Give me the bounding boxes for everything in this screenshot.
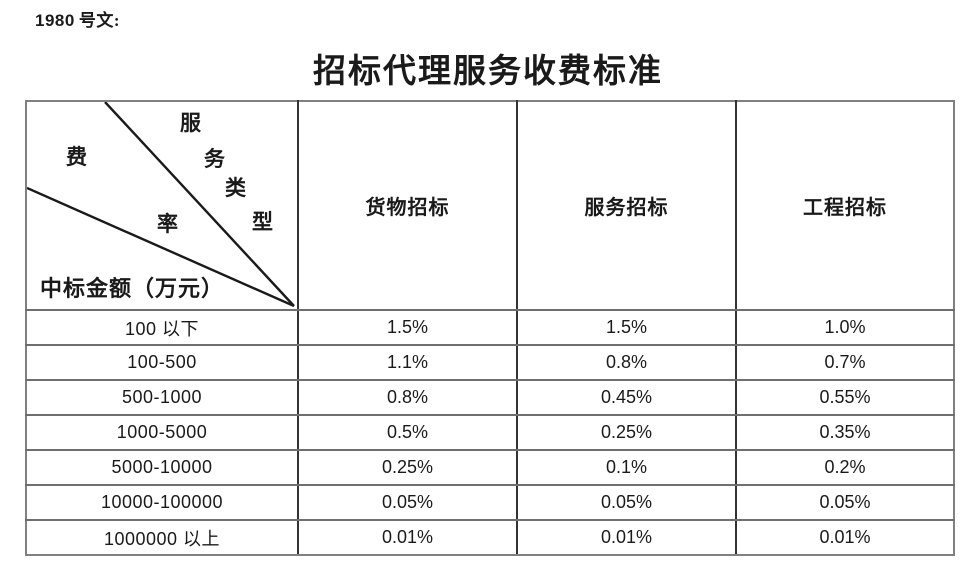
corner-label-fee-rate-char: 费 [66,145,87,169]
table-row: 100 以下 1.5% 1.5% 1.0% [25,309,955,346]
rate-cell: 0.01% [516,519,737,556]
page-title: 招标代理服务收费标准 [313,54,663,90]
rate-cell: 0.55% [735,379,955,416]
corner-label-service-type-char: 型 [252,210,273,234]
amount-range-cell: 100-500 [25,344,299,381]
rate-cell: 0.1% [516,449,737,486]
table-row: 500-1000 0.8% 0.45% 0.55% [25,379,955,416]
rate-cell: 1.5% [297,309,518,346]
column-header-engineering-bidding: 工程招标 [735,100,955,311]
amount-range-cell: 1000-5000 [25,414,299,451]
amount-range-cell: 5000-10000 [25,449,299,486]
rate-cell: 0.01% [735,519,955,556]
corner-label-bid-amount: 中标金额（万元） [40,276,225,301]
rate-cell: 0.2% [735,449,955,486]
rate-cell: 0.5% [297,414,518,451]
corner-label-service-type-char: 务 [204,147,225,171]
table-row: 1000-5000 0.5% 0.25% 0.35% [25,414,955,451]
column-header-service-bidding: 服务招标 [516,100,737,311]
rate-cell: 0.8% [516,344,737,381]
rate-cell: 0.8% [297,379,518,416]
rate-cell: 0.45% [516,379,737,416]
corner-label-fee-rate-char: 率 [157,212,178,236]
document-reference: 1980 号文: [35,6,120,31]
rate-cell: 1.1% [297,344,518,381]
rate-cell: 0.35% [735,414,955,451]
rate-cell: 0.25% [297,449,518,486]
diagonal-lines [27,102,295,307]
column-header-goods-bidding: 货物招标 [297,100,518,311]
rate-cell: 0.05% [516,484,737,521]
table-row: 1000000 以上 0.01% 0.01% 0.01% [25,519,955,556]
rate-cell: 0.25% [516,414,737,451]
rate-cell: 0.05% [735,484,955,521]
amount-range-cell: 500-1000 [25,379,299,416]
table-row: 100-500 1.1% 0.8% 0.7% [25,344,955,381]
amount-range-cell: 10000-100000 [25,484,299,521]
rate-cell: 1.0% [735,309,955,346]
document-reference-number: 1980 [35,11,75,30]
table-row: 5000-10000 0.25% 0.1% 0.2% [25,449,955,486]
rate-cell: 0.7% [735,344,955,381]
fee-standard-table: 服 务 类 型 费 率 中标金额（万元） 货物招标 服务招标 工程招标 100 … [25,100,955,556]
table-header-row: 服 务 类 型 费 率 中标金额（万元） 货物招标 服务招标 工程招标 [25,100,955,311]
corner-label-service-type-char: 服 [180,111,201,135]
amount-range-cell: 100 以下 [25,309,299,346]
amount-range-cell: 1000000 以上 [25,519,299,556]
rate-cell: 1.5% [516,309,737,346]
document-reference-label: 号文: [78,11,120,30]
rate-cell: 0.01% [297,519,518,556]
rate-cell: 0.05% [297,484,518,521]
corner-label-service-type-char: 类 [225,176,246,200]
diagonal-corner-cell: 服 务 类 型 费 率 中标金额（万元） [25,100,299,311]
table-row: 10000-100000 0.05% 0.05% 0.05% [25,484,955,521]
